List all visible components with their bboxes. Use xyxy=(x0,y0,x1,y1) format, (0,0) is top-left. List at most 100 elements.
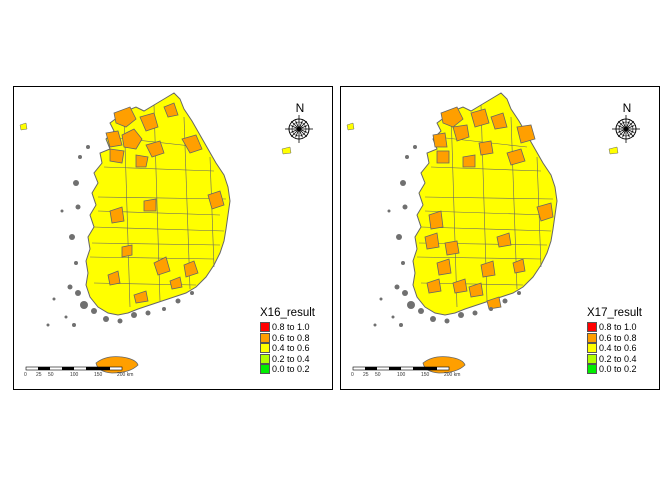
small-island xyxy=(131,312,137,318)
region-high xyxy=(432,132,448,148)
small-island xyxy=(379,297,383,301)
region-high xyxy=(109,148,125,164)
legend-swatch xyxy=(587,322,597,333)
region-high xyxy=(468,282,484,298)
district-boundary xyxy=(418,242,548,246)
small-island xyxy=(399,323,403,327)
small-island xyxy=(402,290,408,296)
region-high xyxy=(424,232,440,250)
region-high xyxy=(496,232,512,248)
small-island xyxy=(444,318,450,324)
district-boundary xyxy=(420,226,552,232)
jeju-island xyxy=(422,356,466,374)
district-boundary xyxy=(510,116,518,290)
small-island xyxy=(74,261,78,265)
legend-item: 0.6 to 0.8 xyxy=(260,332,330,344)
region-high xyxy=(452,278,468,294)
region-high xyxy=(145,140,165,158)
small-island xyxy=(117,318,123,324)
small-island xyxy=(401,261,405,265)
region-high xyxy=(428,210,444,230)
region-high xyxy=(486,296,502,310)
region-high xyxy=(452,124,470,142)
legend-item: 0.2 to 0.4 xyxy=(260,353,330,365)
small-island xyxy=(72,323,76,327)
small-island xyxy=(190,291,194,295)
scale-bar-segment xyxy=(38,367,50,370)
compass-center xyxy=(297,127,301,131)
region-high xyxy=(143,198,157,212)
regions-high-x16 xyxy=(105,102,225,304)
district-boundary xyxy=(424,196,554,200)
jeju-island xyxy=(95,356,139,374)
district-boundary xyxy=(424,210,548,216)
small-island xyxy=(489,307,493,311)
small-island xyxy=(162,307,166,311)
small-island xyxy=(86,145,90,149)
region-high xyxy=(105,130,123,148)
small-island xyxy=(396,234,402,240)
region-high xyxy=(516,124,536,144)
region-high xyxy=(207,190,225,210)
scale-bar xyxy=(25,366,123,371)
region-high xyxy=(121,128,143,150)
small-island xyxy=(67,284,73,290)
small-island xyxy=(73,180,79,186)
map-panel-x16: N X16_result 0.8 to 1.0 0.6 to 0.8 0.4 t… xyxy=(13,86,333,390)
small-island xyxy=(405,155,409,159)
small-island xyxy=(78,155,82,159)
legend-item: 0.4 to 0.6 xyxy=(260,343,330,354)
legend: X16_result 0.8 to 1.0 0.6 to 0.8 0.4 to … xyxy=(260,307,330,375)
scale-bar-segment xyxy=(389,367,401,370)
small-island xyxy=(407,301,415,309)
compass-icon xyxy=(285,115,313,143)
choropleth-map-x16 xyxy=(19,92,313,374)
small-island xyxy=(430,316,436,322)
district-boundary xyxy=(209,156,215,268)
region-high xyxy=(113,106,137,128)
small-island xyxy=(91,308,97,314)
legend-item: 0.0 to 0.2 xyxy=(260,364,330,375)
scale-bar-segment xyxy=(86,367,110,370)
district-boundary xyxy=(436,136,528,148)
small-island xyxy=(387,209,391,213)
district-boundary xyxy=(93,226,225,232)
small-island xyxy=(472,310,478,316)
compass-icon xyxy=(612,115,640,143)
region-high xyxy=(478,140,494,156)
region-high xyxy=(490,112,508,130)
legend-title: X16_result xyxy=(260,307,315,319)
small-island xyxy=(391,315,395,319)
legend-item: 0.8 to 1.0 xyxy=(587,322,657,333)
small-island xyxy=(46,323,50,327)
map-panel-x17: N X17_result 0.8 to 1.0 0.6 to 0.8 0.4 t… xyxy=(340,86,660,390)
scale-bar-segment xyxy=(365,367,377,370)
district-boundary xyxy=(416,256,542,260)
small-island xyxy=(281,146,292,155)
small-island xyxy=(346,122,355,131)
small-island xyxy=(413,145,417,149)
legend-title: X17_result xyxy=(587,307,642,319)
district-boundary xyxy=(183,116,191,290)
small-island xyxy=(103,316,109,322)
north-label: N xyxy=(622,101,632,115)
legend-item: 0.0 to 0.2 xyxy=(587,364,657,375)
region-high xyxy=(139,112,159,132)
region-high xyxy=(506,148,526,166)
small-island xyxy=(52,297,56,301)
district-boundary xyxy=(450,110,458,308)
legend-swatch xyxy=(587,353,597,364)
region-high xyxy=(181,134,203,154)
legend: X17_result 0.8 to 1.0 0.6 to 0.8 0.4 to … xyxy=(587,307,657,375)
small-island xyxy=(175,298,181,304)
region-high xyxy=(109,206,125,224)
small-island xyxy=(373,323,377,327)
small-island xyxy=(608,146,619,155)
small-island xyxy=(80,301,88,309)
region-high xyxy=(462,154,476,168)
legend-swatch xyxy=(260,364,270,375)
region-high xyxy=(163,102,179,118)
district-boundary xyxy=(97,196,227,200)
region-high xyxy=(169,276,183,290)
small-island xyxy=(394,284,400,290)
